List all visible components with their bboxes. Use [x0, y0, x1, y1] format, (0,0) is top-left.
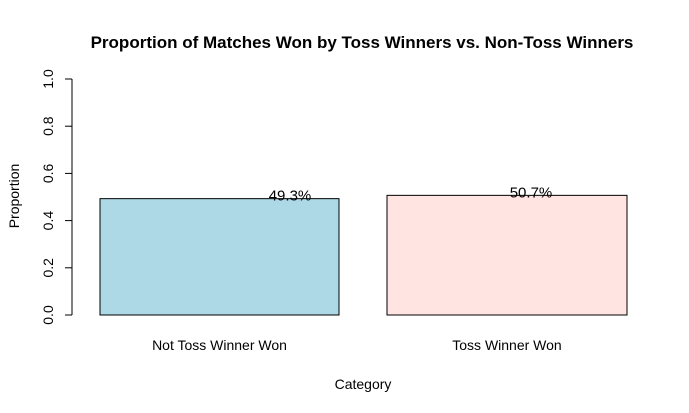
x-tick-label: Not Toss Winner Won [152, 337, 287, 353]
y-tick-label: 1.0 [40, 69, 56, 89]
y-tick-label: 0.6 [40, 163, 56, 183]
data-label: 50.7% [510, 184, 553, 201]
x-tick-label: Toss Winner Won [452, 337, 561, 353]
y-tick-label: 0.8 [40, 116, 56, 136]
bar [99, 198, 340, 316]
y-axis-label: Proportion [6, 164, 22, 229]
bar [386, 194, 628, 316]
data-label: 49.3% [269, 188, 312, 205]
y-ticks: 0.0 0.2 0.4 0.6 0.8 1.0 [40, 69, 72, 325]
bars [99, 194, 628, 316]
data-labels: 49.3% 50.7% [269, 184, 553, 204]
y-tick-label: 0.4 [40, 211, 56, 231]
y-tick-label: 0.0 [40, 305, 56, 325]
y-tick-label: 0.2 [40, 258, 56, 278]
category-labels: Not Toss Winner Won Toss Winner Won [152, 337, 562, 353]
x-axis-label: Category [335, 376, 392, 392]
chart-title: Proportion of Matches Won by Toss Winner… [91, 33, 634, 52]
